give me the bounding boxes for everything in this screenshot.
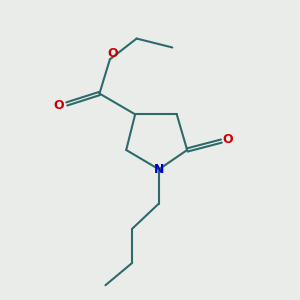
Text: O: O bbox=[107, 47, 118, 60]
Text: O: O bbox=[53, 99, 64, 112]
Text: N: N bbox=[154, 163, 164, 176]
Text: O: O bbox=[223, 133, 233, 146]
